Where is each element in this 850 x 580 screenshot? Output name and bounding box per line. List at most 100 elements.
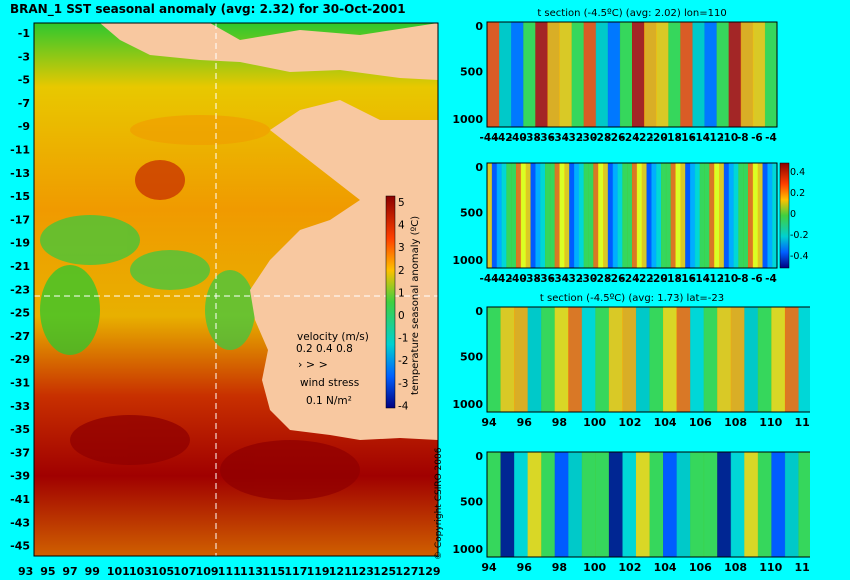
panel-y-tick: 500 (460, 207, 483, 220)
lon-tick-label: 109 (196, 565, 219, 578)
panel-x-tick: 112 (795, 416, 810, 429)
section-field-cell (728, 22, 742, 127)
panel-y-tick: 500 (460, 351, 483, 364)
panel-x-tick: -12 (705, 273, 724, 285)
panel-y-tick: 1000 (452, 398, 483, 411)
section-field-cell (535, 163, 541, 268)
lon-tick-label: 111 (218, 565, 241, 578)
section-field-cell (656, 163, 662, 268)
lon-tick-label: 107 (173, 565, 196, 578)
section-field-cell (680, 22, 693, 127)
map-frame (33, 22, 439, 557)
section-field-cell (685, 163, 691, 268)
panel-x-tick: 98 (552, 416, 567, 429)
section-field-cell (527, 452, 542, 557)
section-field-cell (704, 163, 710, 268)
section-field-cell (752, 163, 759, 268)
section-field-cell (608, 307, 623, 412)
lon-tick-labels: 93 95 97 99 101 103 105 107 109 111 113 115 117 119 12… (18, 565, 440, 578)
lat-tick-label: -5 (18, 74, 30, 87)
section-field-cell (690, 307, 705, 412)
panel-colorbar (779, 162, 790, 269)
panel-x-tick: -42 (494, 132, 513, 144)
panel-x-tick: -22 (635, 273, 654, 285)
lon-tick-label: 115 (262, 565, 285, 578)
section-field-cell (784, 452, 799, 557)
section-field-cell (598, 163, 604, 268)
section-field-cell (627, 163, 633, 268)
lat-tick-label: -13 (10, 167, 30, 180)
section-field-cell (549, 163, 556, 268)
section-field-cell (530, 163, 536, 268)
panel-y-tick: 500 (460, 496, 483, 509)
section-field-cell (670, 163, 676, 268)
section-field-cell (607, 22, 621, 127)
section-field-cell (767, 163, 773, 268)
panel-x-tick: 106 (689, 561, 712, 574)
section-field-cell (607, 163, 614, 268)
panel-x-tick: 96 (517, 416, 533, 429)
panel-y-tick: 0 (475, 20, 483, 33)
section-panel-1: t section (-4.5ºC) (avg: 2.02) lon=110 0 5… (452, 8, 778, 144)
panel-frame (486, 21, 778, 128)
panel-x-tick: -16 (677, 132, 696, 144)
section-field-cell (798, 452, 810, 557)
lat-tick-label: -7 (18, 97, 30, 110)
section-field-cell (635, 307, 650, 412)
section-field-cell (595, 22, 609, 127)
section-field-cell (516, 163, 522, 268)
panel-x-tick: -30 (578, 273, 597, 285)
section-field-cell (646, 163, 652, 268)
section-field-cell (752, 22, 766, 127)
panel-x-tick: -38 (522, 273, 541, 285)
panel-x-tick: -34 (550, 132, 569, 144)
section-field-cell (738, 163, 744, 268)
section-field-cell (717, 452, 732, 557)
panel-x-tick: -24 (621, 132, 640, 144)
velocity-legend-values: 0.2 0.4 0.8 (296, 343, 353, 355)
section-field-cell (574, 163, 580, 268)
section-field-cell (514, 307, 529, 412)
section-field-cell (506, 163, 512, 268)
panel-x-tick: -42 (494, 273, 513, 285)
main-title: BRAN_1 SST seasonal anomaly (avg: 2.32) … (10, 2, 406, 16)
lon-tick-label: 105 (151, 565, 174, 578)
section-field-cell (675, 163, 681, 268)
section-field-cell (535, 22, 548, 127)
section-field-cell (500, 452, 515, 557)
velocity-legend-arrows: › > > (298, 358, 328, 371)
section-field-cell (680, 163, 686, 268)
sst-colorbar-tick: 1 (398, 287, 405, 299)
lat-tick-label: -27 (10, 330, 30, 343)
panel-x-tick: 108 (724, 561, 747, 574)
panel-x-tick: 110 (759, 561, 782, 574)
lat-tick-label: -19 (10, 237, 30, 250)
section-field-cell (663, 307, 678, 412)
panel-frame (486, 451, 810, 558)
panel-x-tick: -20 (649, 273, 668, 285)
section-field-cell (568, 452, 583, 557)
section-field-cell (612, 163, 618, 268)
section-field-cell (733, 163, 739, 268)
section-field-cell (676, 452, 691, 557)
panel-x-tick: -40 (508, 273, 527, 285)
section-field-cell (772, 163, 778, 268)
section-panel-4: 050010009496981001021041061081101120.40.… (452, 450, 810, 574)
section-field-cell (554, 163, 560, 268)
section-field-cell (704, 22, 718, 127)
section-field-cell (571, 22, 585, 127)
panel-x-tick: -18 (663, 273, 682, 285)
section-field-cell (595, 307, 610, 412)
lat-tick-label: -11 (10, 144, 30, 157)
section-field-cell (709, 163, 715, 268)
panel-x-tick: -14 (691, 132, 710, 144)
panel-colorbar-tick: 0 (790, 209, 796, 220)
section-field-cell (730, 307, 745, 412)
sst-colorbar-ticks: 5 4 3 2 1 0 -1 -2 -3 -4 (398, 197, 409, 412)
section-field-cell (499, 22, 512, 127)
panel-x-tick: 94 (481, 416, 497, 429)
panel-title: t section (-4.5ºC) (avg: 1.73) lat=-23 (540, 293, 724, 304)
section-field-cell (581, 307, 596, 412)
panel-x-tick: 112 (795, 561, 810, 574)
panel-x-tick: 96 (517, 561, 533, 574)
